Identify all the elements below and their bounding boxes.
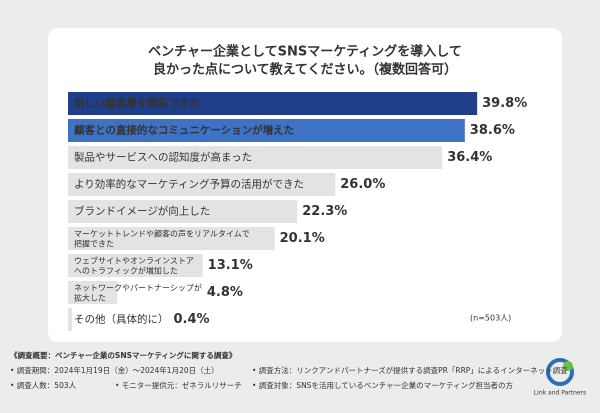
category-label: 顧客との直接的なコミュニケーションが増えた (74, 124, 294, 137)
chart-title: 良かった点について教えてください。（複数回答可） (153, 62, 457, 78)
category-label-line: 拡大した (74, 292, 106, 302)
value-label: 0.4% (174, 312, 210, 327)
value-label: 36.4% (447, 150, 492, 165)
bar (68, 173, 336, 196)
survey-item: • モニター提供元：ゼネラルリサーチ (115, 380, 242, 390)
survey-item: • 調査対象：SNSを活用しているベンチャー企業のマーケティング担当者の方 (252, 380, 514, 390)
survey-item: • 調査方法：リンクアンドパートナーズが提供する調査PR「RRP」によるインター… (252, 365, 568, 375)
category-label: ブランドイメージが向上した (74, 205, 210, 218)
category-label: 新しい顧客層を開拓できた (74, 97, 200, 110)
value-label: 26.0% (340, 177, 385, 192)
survey-heading: 《調査概要：ベンチャー企業のSNSマーケティングに関する調査》 (10, 350, 236, 360)
category-label-line: ネットワークやパートナーシップが (74, 282, 202, 292)
value-label: 20.1% (280, 231, 325, 246)
bar (68, 146, 443, 169)
value-label: 39.8% (482, 96, 527, 111)
bar (68, 308, 73, 331)
bar (68, 281, 118, 304)
logo-icon (546, 358, 574, 386)
bar (68, 92, 478, 115)
category-label: より効率的なマーケティング予算の活用ができた (74, 178, 304, 191)
category-label-line: へのトラフィックが増加した (74, 265, 178, 275)
category-label: ネットワークやパートナーシップが拡大した (74, 282, 202, 302)
category-label-line: マーケットトレンドや顧客の声をリアルタイムで (74, 228, 250, 238)
value-label: 13.1% (208, 258, 253, 273)
category-label-line: ウェブサイトやオンラインストア (74, 255, 194, 265)
value-label: 4.8% (207, 285, 243, 300)
logo-icon-dot (563, 361, 573, 371)
bar (68, 200, 298, 223)
category-label: その他（具体的に） (74, 313, 169, 326)
survey-item: • 調査人数：503人 (10, 380, 77, 390)
chart-title: ベンチャー企業としてSNSマーケティングを導入して (148, 44, 462, 60)
category-label: マーケットトレンドや顧客の声をリアルタイムで把握できた (74, 228, 250, 248)
bar (68, 227, 275, 250)
logo-text: Link and Partners (534, 390, 586, 397)
category-label: 製品やサービスへの認知度が高まった (74, 151, 252, 164)
bar (68, 119, 465, 142)
category-label: ウェブサイトやオンラインストアへのトラフィックが増加した (74, 255, 194, 275)
value-label: 38.6% (470, 123, 515, 138)
value-label: 22.3% (302, 204, 347, 219)
category-label-line: 把握できた (74, 238, 114, 248)
survey-item: • 調査期間：2024年1月19日（金）〜2024年1月20日（土） (10, 365, 219, 375)
bar (68, 254, 203, 277)
note: (n=503人) (470, 314, 511, 323)
